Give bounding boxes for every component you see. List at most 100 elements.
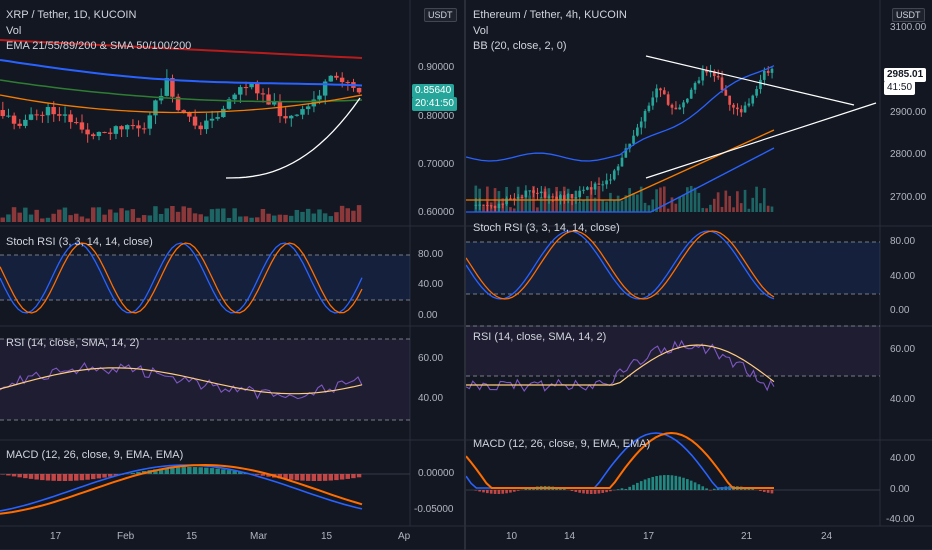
volume-bar xyxy=(204,216,209,222)
volume-bar xyxy=(582,199,585,212)
candle-body xyxy=(272,101,277,105)
macd-histogram-bar xyxy=(766,490,770,493)
candle-body xyxy=(712,71,716,77)
candle-body xyxy=(586,187,589,190)
candle-body xyxy=(732,104,735,108)
volume-bar xyxy=(501,198,505,212)
volume-bar xyxy=(643,202,647,212)
xrp-currency-unit[interactable]: USDT xyxy=(424,8,457,22)
macd-histogram-bar xyxy=(96,474,102,479)
volume-bar xyxy=(551,199,555,212)
candle-body xyxy=(678,107,681,110)
volume-bar xyxy=(294,209,300,222)
macd-histogram-bar xyxy=(136,471,141,474)
macd-histogram-bar xyxy=(85,474,90,480)
volume-bar xyxy=(670,197,674,212)
macd-histogram-bar xyxy=(632,484,635,490)
support-curve-drawing xyxy=(225,97,361,179)
xrp-chart-panel[interactable]: XRP / Tether, 1D, KUCOIN Vol EMA 21/55/8… xyxy=(0,0,464,550)
volume-bar xyxy=(686,187,689,212)
eth-bb-label: BB (20, close, 2, 0) xyxy=(473,40,567,52)
macd-histogram-bar xyxy=(107,474,113,477)
xrp-date-tick: 15 xyxy=(186,531,198,542)
volume-bar xyxy=(474,185,478,212)
volume-bar xyxy=(578,202,581,212)
rsi-line xyxy=(466,339,775,392)
volume-bar xyxy=(632,193,635,212)
macd-signal-line xyxy=(0,463,363,515)
candle-body xyxy=(716,76,720,78)
volume-bar xyxy=(11,207,17,222)
panel-divider[interactable] xyxy=(464,0,466,550)
candle-body xyxy=(639,121,643,128)
macd-histogram-bar xyxy=(747,488,751,490)
eth-macd-tick: 0.00 xyxy=(890,484,910,495)
candle-body xyxy=(181,110,186,113)
volume-bar xyxy=(345,208,350,222)
macd-histogram-bar xyxy=(192,467,198,474)
macd-histogram-bar xyxy=(356,474,362,478)
xrp-chart-canvas[interactable] xyxy=(0,0,464,550)
eth-date-tick: 21 xyxy=(741,531,753,542)
macd-histogram-bar xyxy=(215,468,220,474)
macd-histogram-bar xyxy=(643,479,647,490)
macd-histogram-bar xyxy=(505,490,508,494)
macd-histogram-bar xyxy=(277,474,283,479)
macd-histogram-bar xyxy=(153,469,158,474)
volume-bar xyxy=(532,185,535,212)
volume-bar xyxy=(712,198,716,212)
candle-body xyxy=(187,112,192,117)
xrp-price-tick: 0.70000 xyxy=(418,159,455,170)
volume-bar xyxy=(57,209,62,222)
volume-bar xyxy=(497,191,501,212)
candle-body xyxy=(655,88,658,98)
volume-bar xyxy=(770,206,774,212)
candle-body xyxy=(141,128,147,130)
eth-chart-canvas[interactable] xyxy=(466,0,932,550)
xrp-date-tick: 17 xyxy=(50,531,62,542)
stoch-d-line xyxy=(466,230,775,300)
xrp-date-tick: Ap xyxy=(398,531,411,542)
candle-body xyxy=(255,82,260,94)
macd-histogram-bar xyxy=(701,486,705,490)
volume-bar xyxy=(739,203,743,212)
candle-body xyxy=(736,107,739,110)
candle-body xyxy=(632,135,635,144)
candle-body xyxy=(739,109,743,113)
candle-body xyxy=(720,77,724,90)
macd-histogram-bar xyxy=(11,474,17,477)
macd-histogram-bar xyxy=(759,490,762,492)
volume-bar xyxy=(243,216,249,222)
volume-bar xyxy=(288,215,294,222)
candle-body xyxy=(238,87,243,95)
volume-bar xyxy=(328,216,334,222)
candle-body xyxy=(536,192,539,194)
macd-histogram-bar xyxy=(697,484,701,490)
ema-21-line xyxy=(0,94,363,114)
macd-histogram-bar xyxy=(770,490,774,494)
macd-histogram-bar xyxy=(40,474,45,481)
candle-body xyxy=(277,101,283,117)
xrp-chart-title: XRP / Tether, 1D, KUCOIN xyxy=(6,9,137,21)
macd-histogram-bar xyxy=(255,474,260,475)
xrp-price-tick: 0.80000 xyxy=(418,111,455,122)
volume-bar xyxy=(266,213,271,222)
rsi-ma-line xyxy=(466,344,775,386)
volume-bar xyxy=(17,212,22,222)
xrp-stoch-rsi-label: Stoch RSI (3, 3, 14, 14, close) xyxy=(6,236,153,248)
volume-bar xyxy=(164,208,169,222)
volume-bar xyxy=(524,192,528,212)
volume-bar xyxy=(170,205,175,222)
eth-chart-panel[interactable]: Ethereum / Tether, 4h, KUCOIN Vol BB (20… xyxy=(466,0,932,550)
macd-histogram-bar xyxy=(524,488,528,490)
volume-bar xyxy=(512,208,516,212)
eth-rsi-label: RSI (14, close, SMA, 14, 2) xyxy=(473,331,607,343)
volume-bar xyxy=(628,188,631,212)
candle-body xyxy=(17,123,22,126)
volume-bar xyxy=(482,206,485,212)
macd-histogram-bar xyxy=(113,474,119,476)
volume-bar xyxy=(647,205,651,212)
macd-histogram-bar xyxy=(639,481,643,490)
eth-currency-unit[interactable]: USDT xyxy=(892,8,925,22)
candle-body xyxy=(651,97,655,106)
